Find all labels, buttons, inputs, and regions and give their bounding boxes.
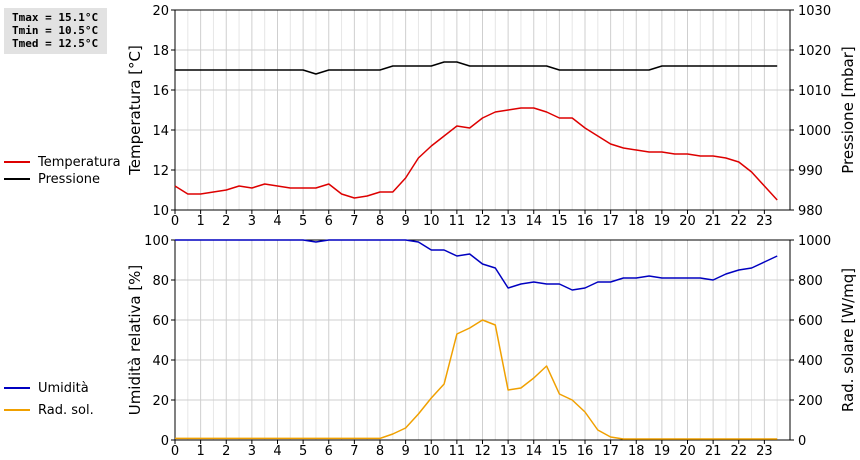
stat-tmed: Tmed = 12.5°C	[12, 37, 99, 50]
legend-swatch-pressione	[4, 177, 30, 180]
legend-pressione: Pressione	[4, 172, 100, 187]
humidity-chart-x-tick-label: 13	[500, 444, 517, 459]
temp-chart-x-tick-label: 17	[602, 214, 619, 229]
humidity-chart-x-tick-label: 12	[474, 444, 491, 459]
humidity-chart-y-tick-label: 100	[144, 234, 169, 249]
legend-swatch-umidita	[4, 386, 30, 389]
temp-chart-x-tick-label: 19	[654, 214, 671, 229]
humidity-chart-y2-tick-label: 600	[798, 314, 823, 329]
humidity-chart-x-tick-label: 3	[248, 444, 256, 459]
humidity-chart-y2-tick-label: 0	[798, 434, 806, 449]
temp-chart-x-tick-label: 15	[551, 214, 568, 229]
temp-chart-x-tick-label: 2	[222, 214, 230, 229]
temp-chart-x-tick-label: 5	[299, 214, 307, 229]
temp-chart-y-tick-label: 18	[152, 44, 169, 59]
humidity-chart-y-tick-label: 0	[161, 434, 169, 449]
humidity-chart-x-tick-label: 11	[449, 444, 466, 459]
humidity-chart-y-tick-label: 40	[152, 354, 169, 369]
temp-chart-x-tick-label: 7	[350, 214, 358, 229]
humidity-chart-x-tick-label: 15	[551, 444, 568, 459]
humidity-chart-x-tick-label: 6	[325, 444, 333, 459]
temp-chart-x-tick-label: 20	[679, 214, 696, 229]
stat-tmax: Tmax = 15.1°C	[12, 11, 99, 24]
temp-chart-y2-tick-label: 1010	[798, 84, 831, 99]
humidity-chart-y2-tick-label: 800	[798, 274, 823, 289]
temp-chart-y2-tick-label: 990	[798, 164, 823, 179]
temp-chart-series-pressione	[175, 61, 778, 75]
humidity-chart-x-tick-label: 4	[273, 444, 281, 459]
humidity-chart-x-tick-label: 9	[401, 444, 409, 459]
humidity-chart-ylabel: Umidità relativa [%]	[126, 265, 144, 416]
temp-chart-x-tick-label: 18	[628, 214, 645, 229]
temp-chart-y-tick-label: 14	[152, 124, 169, 139]
temp-chart-x-tick-label: 13	[500, 214, 517, 229]
legend-rad-sol: Rad. sol.	[4, 403, 94, 418]
temp-chart-y2-tick-label: 1020	[798, 44, 831, 59]
legend-swatch-rad-sol	[4, 408, 30, 411]
humidity-chart-x-tick-label: 2	[222, 444, 230, 459]
temp-chart-x-tick-label: 9	[401, 214, 409, 229]
humidity-chart-x-tick-label: 16	[577, 444, 594, 459]
humidity-chart-y2-tick-label: 400	[798, 354, 823, 369]
temp-chart-x-tick-label: 1	[196, 214, 204, 229]
humidity-chart-x-tick-label: 19	[654, 444, 671, 459]
legend-label-umidita: Umidità	[38, 381, 89, 396]
temp-chart-x-tick-label: 3	[248, 214, 256, 229]
legend-swatch-temperatura	[4, 160, 30, 163]
temp-chart-y2-tick-label: 1030	[798, 4, 831, 19]
humidity-chart-x-tick-label: 1	[196, 444, 204, 459]
humidity-chart-y-tick-label: 80	[152, 274, 169, 289]
humidity-chart-series-umidit	[175, 239, 778, 291]
temp-chart-series-temperatura	[174, 107, 778, 201]
humidity-chart-x-tick-label: 22	[730, 444, 747, 459]
legend-label-temperatura: Temperatura	[38, 155, 121, 170]
temp-chart-x-tick-label: 23	[756, 214, 773, 229]
temp-chart-x-tick-label: 10	[423, 214, 440, 229]
temp-chart-y-tick-label: 16	[152, 84, 169, 99]
temp-chart-x-tick-label: 21	[705, 214, 722, 229]
humidity-chart-y-tick-label: 60	[152, 314, 169, 329]
humidity-chart-x-tick-label: 10	[423, 444, 440, 459]
temp-chart-x-tick-label: 14	[525, 214, 542, 229]
humidity-chart-x-tick-label: 7	[350, 444, 358, 459]
humidity-chart-x-tick-label: 18	[628, 444, 645, 459]
humidity-chart-y2-tick-label: 1000	[798, 234, 831, 249]
temp-chart-x-tick-label: 16	[577, 214, 594, 229]
temp-chart-y-tick-label: 20	[152, 4, 169, 19]
humidity-chart-y-tick-label: 20	[152, 394, 169, 409]
humidity-chart-series-rad-sol	[175, 319, 778, 440]
humidity-chart-x-tick-label: 5	[299, 444, 307, 459]
temp-chart-y-tick-label: 10	[152, 204, 169, 219]
stats-box: Tmax = 15.1°C Tmin = 10.5°C Tmed = 12.5°…	[4, 8, 107, 54]
stat-tmin: Tmin = 10.5°C	[12, 24, 99, 37]
humidity-chart-y2-tick-label: 200	[798, 394, 823, 409]
legend-label-rad-sol: Rad. sol.	[38, 403, 94, 418]
temp-chart-y2-tick-label: 980	[798, 204, 823, 219]
humidity-chart-x-tick-label: 20	[679, 444, 696, 459]
legend-label-pressione: Pressione	[38, 172, 101, 187]
temp-chart-ylabel: Temperatura [°C]	[126, 45, 144, 176]
humidity-chart-x-tick-label: 14	[525, 444, 542, 459]
temp-chart-x-tick-label: 22	[730, 214, 747, 229]
temp-chart-x-tick-label: 0	[171, 214, 179, 229]
humidity-chart-x-tick-label: 23	[756, 444, 773, 459]
humidity-chart-x-tick-label: 21	[705, 444, 722, 459]
temp-chart-x-tick-label: 6	[325, 214, 333, 229]
temp-chart-y-tick-label: 12	[152, 164, 169, 179]
humidity-chart-x-tick-label: 0	[171, 444, 179, 459]
temp-chart-x-tick-label: 8	[376, 214, 384, 229]
temp-chart-x-tick-label: 12	[474, 214, 491, 229]
humidity-chart-x-tick-label: 8	[376, 444, 384, 459]
humidity-chart-x-tick-label: 17	[602, 444, 619, 459]
legend-umidita: Umidità	[4, 381, 89, 396]
temp-chart-y2label: Pressione [mbar]	[839, 46, 857, 174]
temp-chart-x-tick-label: 4	[273, 214, 281, 229]
legend-temperatura: Temperatura	[4, 155, 121, 170]
humidity-chart-y2label: Rad. solare [W/mq]	[839, 268, 857, 412]
temp-chart-x-tick-label: 11	[449, 214, 466, 229]
temp-chart-y2-tick-label: 1000	[798, 124, 831, 139]
